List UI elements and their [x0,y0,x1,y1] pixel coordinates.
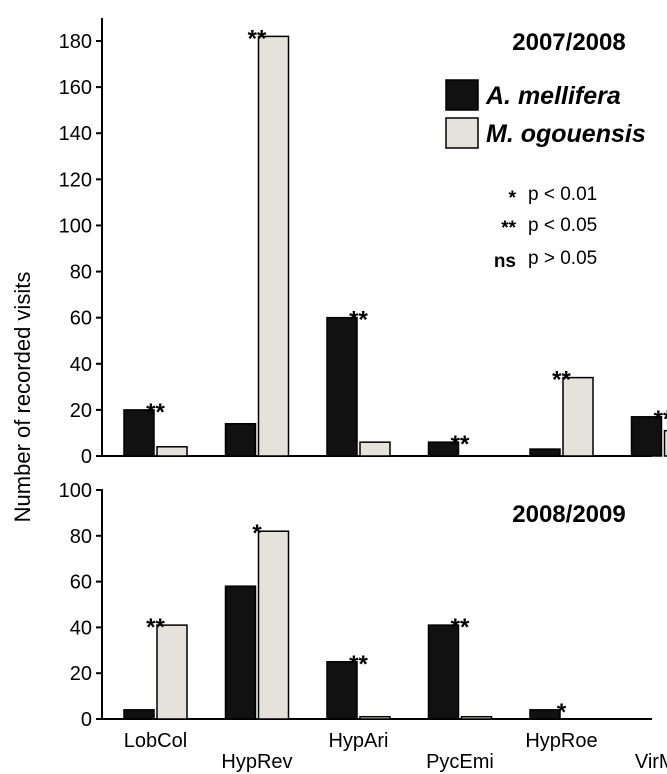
y-tick-label: 100 [59,480,92,502]
bar-ogouensis-virmaj [663,429,667,457]
key-symbol-ns: ns [494,251,516,272]
legend-swatch-ogouensis [445,117,479,149]
significance-label: ** [248,25,267,52]
y-tick-label: 20 [70,400,92,422]
category-label-hypari: HypAri [328,730,388,752]
y-tick-label: 80 [70,526,92,548]
key-text-ns: p > 0.05 [528,248,597,269]
category-label-hyprev: HypRev [221,751,292,773]
significance-label: ** [146,614,165,641]
y-tick-label: 20 [70,663,92,685]
panel-title-2008-2009: 2008/2009 [512,501,625,528]
bar-mellifera-pycemi [427,441,460,457]
category-label-pycemi: PycEmi [426,751,494,773]
y-tick-label: 120 [59,169,92,191]
bar-mellifera-pycemi [427,624,460,720]
y-tick-label: 40 [70,617,92,639]
y-tick-label: 180 [59,31,92,53]
significance-label: ** [146,399,165,426]
category-label-virmaj: VirMaj [635,751,667,773]
bar-ogouensis-hyprev [257,35,290,457]
chart-panel-2007-2008: 0 20 40 60 80 100 120 140 160 180 ** ** ** ** ** ** ns [59,18,667,468]
bar-ogouensis-hyproe [562,376,594,457]
legend-label-mellifera: A. mellifera [485,82,621,110]
bar-mellifera-hypari [326,316,358,457]
y-tick-label: 80 [70,262,92,284]
y-tick-label: 40 [70,354,92,376]
bar-ogouensis-hyprev [257,530,290,720]
key-symbol-double: ** [501,218,516,239]
category-label-lobcol: LobCol [124,730,187,752]
legend-label-ogouensis: M. ogouensis [486,120,646,148]
significance-label: ** [349,651,368,678]
significance-label: ** [654,406,667,433]
key-text-single: p < 0.01 [528,184,597,205]
bar-ogouensis-lobcol [156,446,188,457]
significance-label: ** [451,614,470,641]
x-axis-categories: LobColHypRevHypAriPycEmiHypRoeVirMajBril… [124,730,667,773]
bar-mellifera-lobcol [123,409,155,457]
bar-mellifera-hyproe [529,709,561,720]
y-tick-label: 100 [59,215,92,237]
significance-label: * [557,699,567,726]
bar-mellifera-hyprev [224,585,257,720]
key-symbol-single: * [509,188,517,209]
significance-label: * [252,520,262,547]
significance-key: * p < 0.01 ** p < 0.05 ns p > 0.05 [494,184,597,272]
panel-title-2007-2008: 2007/2008 [512,29,625,56]
significance-label: ** [349,307,368,334]
bar-ogouensis-hypari [359,715,391,720]
bar-mellifera-hyproe [529,448,561,457]
bar-ogouensis-pycemi [460,715,493,720]
y-tick-label: 0 [81,446,92,468]
bar-ogouensis-lobcol [156,624,188,720]
bar-mellifera-hyprev [224,422,257,457]
y-axis-label: Number of recorded visits [10,272,35,523]
legend: A. mellifera M. ogouensis [445,79,646,149]
y-tick-label: 60 [70,572,92,594]
y-tick-label: 0 [81,709,92,731]
significance-label: ** [451,431,470,458]
key-text-double: p < 0.05 [528,215,597,236]
category-label-hyproe: HypRoe [525,730,597,752]
legend-swatch-mellifera [445,79,479,111]
bar-mellifera-lobcol [123,709,155,720]
y-tick-label: 160 [59,77,92,99]
bar-mellifera-virmaj [630,416,663,457]
y-tick-label: 140 [59,123,92,145]
significance-label: ** [552,367,571,394]
y-tick-label: 60 [70,308,92,330]
bar-mellifera-hypari [326,661,358,720]
bar-ogouensis-hypari [359,441,391,457]
